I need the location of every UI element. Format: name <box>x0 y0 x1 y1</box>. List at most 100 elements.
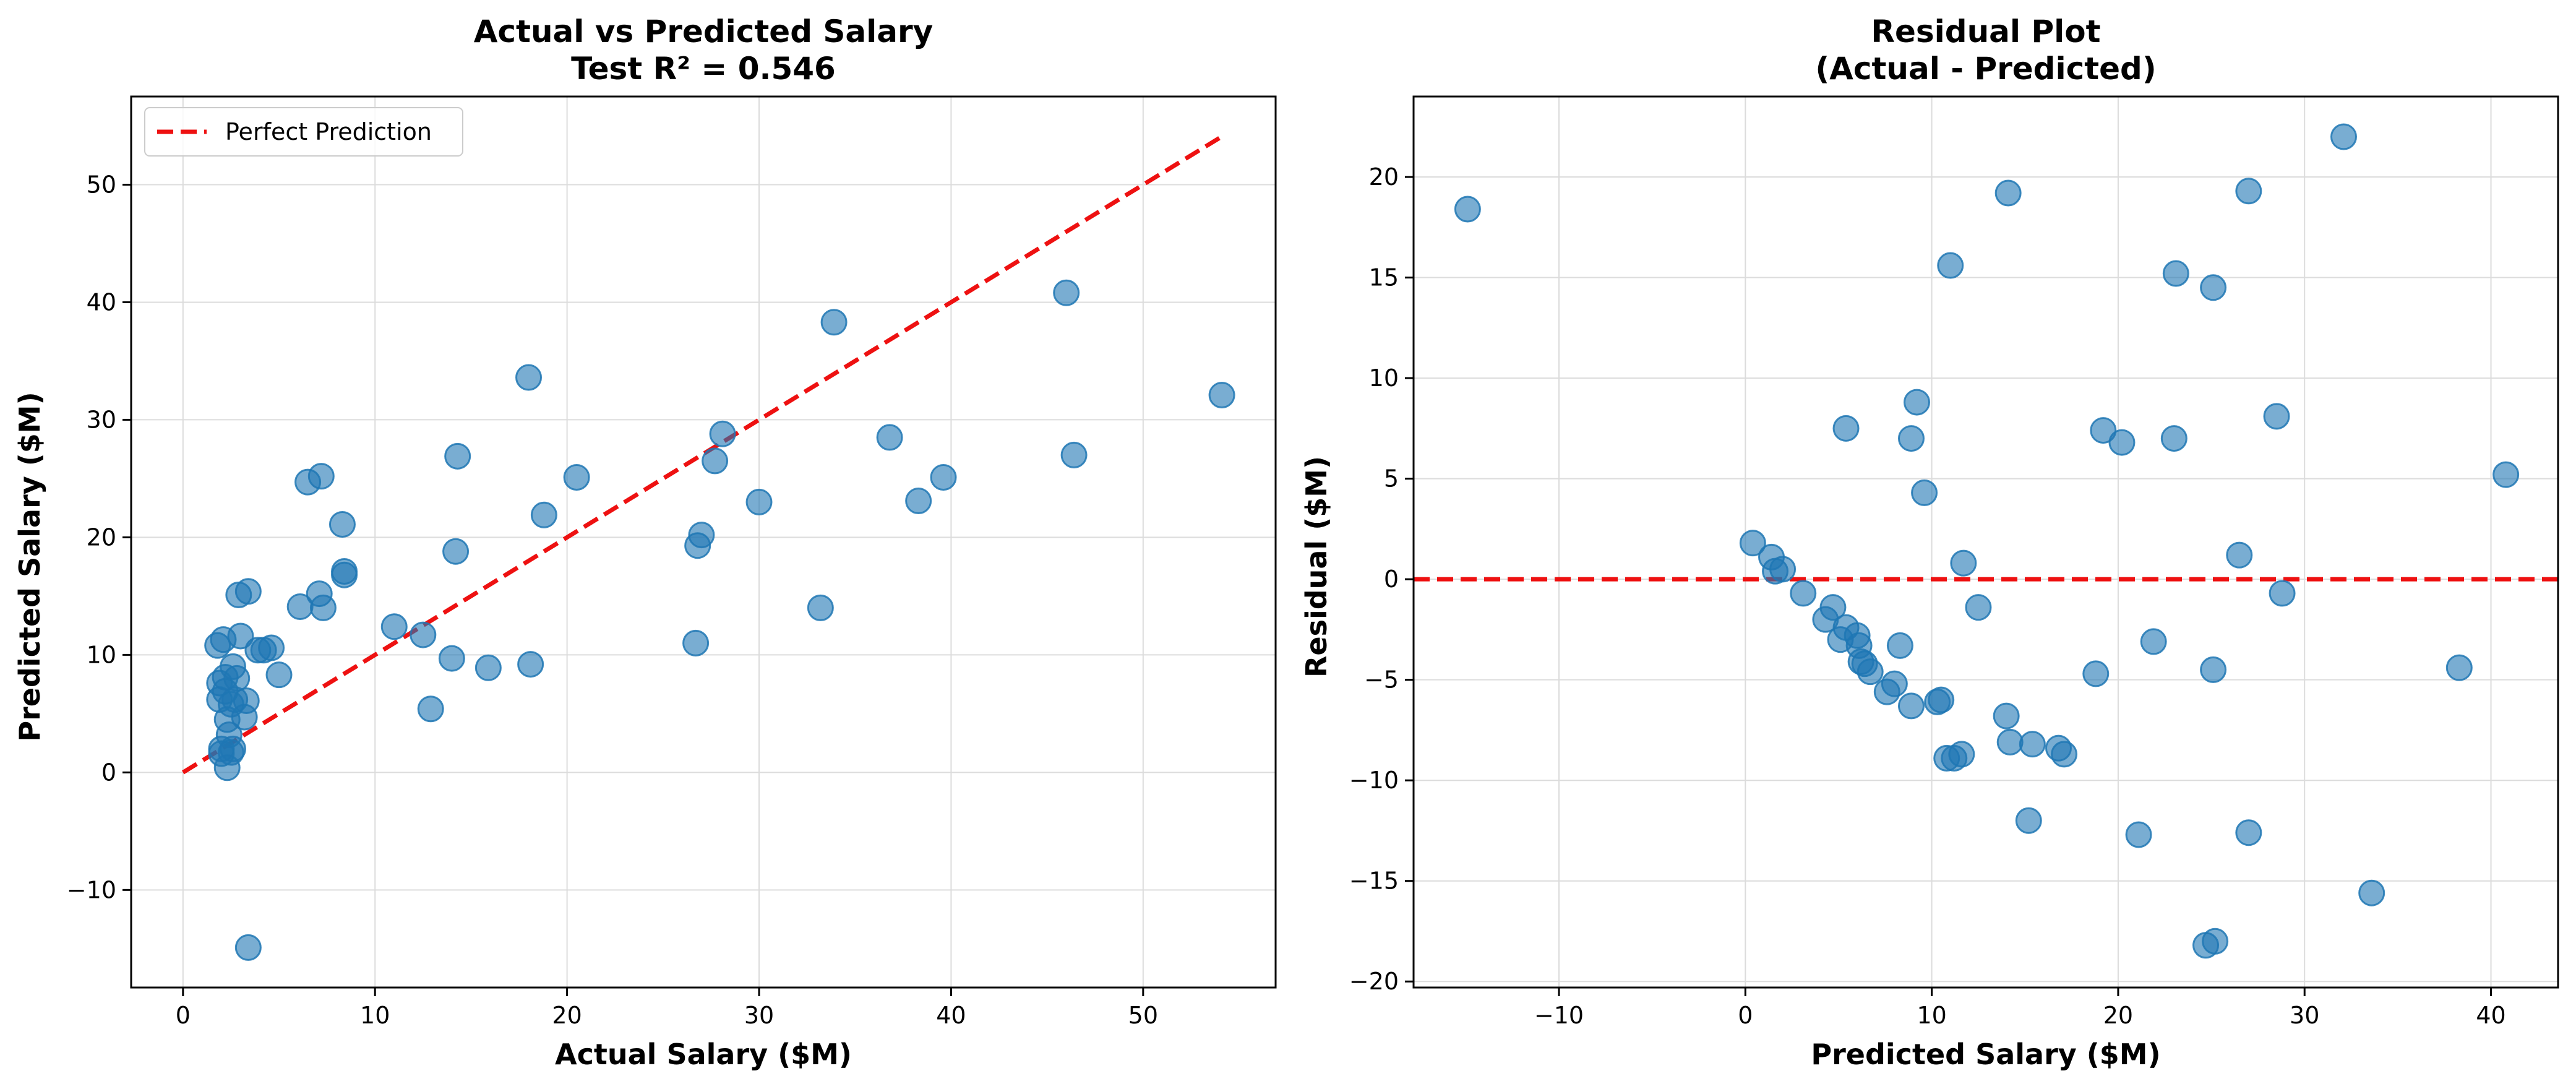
x-axis-label: Actual Salary ($M) <box>555 1038 852 1071</box>
y-tick-label: 5 <box>1384 465 1399 493</box>
data-point <box>563 464 590 491</box>
x-tick-label: 0 <box>1738 1002 1753 1029</box>
data-point <box>2108 429 2136 456</box>
y-tick-label: 50 <box>87 171 116 198</box>
y-tick-label: 15 <box>1369 264 1399 291</box>
data-point <box>709 420 736 447</box>
data-point <box>1819 594 1847 621</box>
data-point <box>204 632 231 659</box>
y-tick-label: 10 <box>1369 364 1399 392</box>
residual-plot-chart: Residual Plot (Actual - Predicted) Predi… <box>1300 14 2559 1071</box>
data-point <box>1911 479 1938 506</box>
x-tick-label: 30 <box>2290 1002 2319 1029</box>
x-tick-label: 20 <box>2103 1002 2133 1029</box>
y-tick-label: −10 <box>1349 767 1399 794</box>
perfect-prediction-line <box>181 134 1223 775</box>
y-tick-label: 20 <box>1369 163 1399 191</box>
legend-box <box>144 107 463 157</box>
data-point <box>1965 594 1992 621</box>
data-point <box>515 364 543 391</box>
data-point <box>702 447 729 475</box>
data-point <box>2263 403 2290 430</box>
data-point <box>876 424 903 451</box>
data-point <box>2200 274 2227 301</box>
data-point <box>2226 541 2253 569</box>
data-point <box>1904 389 1931 416</box>
data-point <box>410 621 437 648</box>
data-point <box>442 538 470 565</box>
data-point <box>1454 196 1481 223</box>
data-point <box>265 661 293 689</box>
x-tick-label: 10 <box>1917 1002 1946 1029</box>
data-point <box>2082 660 2110 687</box>
y-tick-label: 0 <box>101 759 116 786</box>
data-point <box>1060 441 1088 468</box>
data-point <box>2269 580 2296 607</box>
plot-frame <box>1412 95 2559 989</box>
data-point <box>2162 260 2189 287</box>
y-tick-label: 40 <box>87 288 116 316</box>
x-axis-label: Predicted Salary ($M) <box>1811 1038 2160 1071</box>
data-point <box>1996 728 2024 755</box>
data-point <box>682 629 710 656</box>
data-point <box>438 645 465 672</box>
chart-subtitle: (Actual - Predicted) <box>1815 51 2156 87</box>
data-point <box>1881 670 1908 697</box>
data-point <box>930 464 957 491</box>
data-point <box>306 580 333 608</box>
data-point <box>2200 656 2227 683</box>
data-point <box>1937 252 1964 279</box>
data-point <box>1769 556 1797 583</box>
data-point <box>2090 417 2117 444</box>
data-point <box>2235 819 2262 846</box>
y-axis-label: Predicted Salary ($M) <box>13 392 46 741</box>
data-point <box>331 557 358 585</box>
data-point <box>474 654 502 681</box>
data-point <box>417 695 444 723</box>
actual-vs-predicted-chart: Actual vs Predicted Salary Test R² = 0.5… <box>13 14 1277 1071</box>
data-point <box>1950 549 1977 577</box>
data-point <box>2330 123 2358 150</box>
data-point <box>444 442 471 470</box>
y-tick-label: 20 <box>87 523 116 551</box>
data-point <box>208 740 235 767</box>
x-tick-label: 20 <box>552 1002 582 1029</box>
data-point <box>820 309 848 336</box>
data-point <box>244 637 272 664</box>
data-point <box>2160 425 2187 452</box>
x-tick-label: 40 <box>936 1002 966 1029</box>
data-point <box>2051 741 2078 768</box>
data-point <box>234 934 262 961</box>
data-point <box>2015 807 2042 834</box>
x-tick-label: 40 <box>2476 1002 2505 1029</box>
legend-label-perfect-prediction: Perfect Prediction <box>225 118 432 145</box>
y-tick-label: −20 <box>1349 968 1399 995</box>
x-tick-label: 50 <box>1128 1002 1158 1029</box>
y-tick-label: −15 <box>1349 867 1399 895</box>
data-point <box>1994 179 2022 207</box>
data-point <box>2140 628 2167 655</box>
chart-title: Residual Plot <box>1871 14 2100 50</box>
data-point <box>530 501 557 528</box>
data-point <box>1790 580 1817 607</box>
data-point <box>905 488 932 515</box>
y-tick-label: −5 <box>1364 666 1399 694</box>
data-point <box>328 511 356 538</box>
chart-title: Actual vs Predicted Salary <box>474 14 934 50</box>
data-point <box>286 593 314 620</box>
x-tick-label: 0 <box>176 1002 191 1029</box>
data-point <box>517 651 544 678</box>
data-point <box>225 581 252 608</box>
legend: Perfect Prediction <box>144 107 463 157</box>
y-tick-label: −10 <box>67 876 116 903</box>
data-point <box>2235 178 2262 205</box>
data-point <box>1948 741 1975 768</box>
data-point <box>684 532 711 559</box>
data-point <box>1208 382 1235 409</box>
data-point <box>294 468 322 496</box>
y-tick-label: 0 <box>1384 566 1399 593</box>
plot-frame <box>130 95 1277 989</box>
x-tick-label: −10 <box>1534 1002 1584 1029</box>
